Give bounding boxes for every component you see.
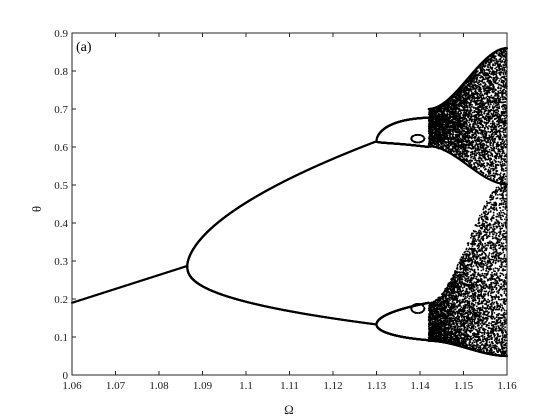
data-points — [70, 47, 509, 358]
data-point — [423, 307, 426, 310]
data-point — [422, 135, 425, 138]
data-point — [417, 133, 420, 136]
data-point — [415, 312, 418, 314]
data-point — [499, 141, 502, 144]
data-point — [482, 268, 485, 271]
data-point — [411, 309, 413, 312]
data-point — [503, 66, 506, 69]
data-point — [503, 68, 506, 71]
data-point — [471, 111, 474, 114]
y-tick-label: 0.4 — [54, 218, 68, 230]
y-tick-label: 0.7 — [54, 104, 68, 116]
y-tick-label: 0.1 — [54, 332, 68, 344]
data-point — [481, 306, 484, 309]
data-point — [497, 329, 500, 332]
data-point — [482, 225, 484, 228]
data-point — [504, 131, 507, 134]
data-point — [483, 246, 485, 249]
data-point — [495, 147, 498, 150]
data-point — [492, 344, 495, 347]
x-tick-label: 1.15 — [454, 380, 474, 392]
data-point — [489, 201, 492, 204]
data-point — [491, 271, 493, 274]
y-tick-label: 0 — [63, 370, 69, 382]
data-point — [419, 303, 422, 306]
data-point — [411, 136, 413, 138]
y-tick-label: 0.9 — [54, 28, 68, 40]
data-point — [490, 94, 493, 97]
data-point — [415, 141, 418, 144]
data-point — [411, 139, 413, 142]
data-point — [499, 89, 502, 92]
y-tick-label: 0.3 — [54, 256, 68, 268]
data-point — [504, 244, 507, 247]
y-tick-label: 0.6 — [54, 142, 68, 154]
data-point — [419, 134, 422, 137]
data-point — [497, 292, 500, 295]
data-point — [483, 272, 486, 275]
data-point — [472, 88, 474, 91]
data-point — [417, 312, 419, 314]
y-tick-label: 0.5 — [54, 180, 68, 192]
data-point — [476, 120, 479, 123]
data-point — [495, 326, 498, 328]
data-point — [414, 134, 416, 137]
data-point — [500, 110, 503, 113]
data-point — [414, 303, 416, 306]
data-point — [422, 309, 425, 312]
data-point — [502, 64, 505, 66]
data-point — [495, 70, 498, 73]
x-tick-label: 1.12 — [323, 380, 342, 392]
data-point — [483, 260, 486, 263]
data-point — [498, 206, 501, 209]
x-tick-label: 1.13 — [367, 380, 387, 392]
data-point — [456, 264, 459, 267]
data-point — [482, 166, 485, 169]
axis-ticks: 1.06 1.07 1.08 1.09 1.1 1.11 1.12 1.13 1.14 1.15 1… — [54, 28, 517, 392]
data-point — [478, 214, 481, 217]
data-point — [470, 236, 472, 239]
data-point — [502, 251, 505, 254]
data-point — [479, 83, 482, 85]
data-point — [411, 305, 413, 308]
data-point — [418, 311, 421, 314]
x-tick-label: 1.08 — [149, 380, 169, 392]
data-point — [496, 69, 499, 72]
data-point — [422, 305, 425, 308]
data-point — [417, 141, 419, 144]
x-tick-label: 1.16 — [497, 380, 517, 392]
x-tick-label: 1.1 — [239, 380, 253, 392]
data-point — [480, 213, 483, 216]
y-tick-label: 0.8 — [54, 66, 68, 78]
data-point — [417, 303, 420, 305]
x-tick-label: 1.11 — [280, 380, 299, 392]
x-tick-label: 1.06 — [62, 380, 82, 392]
data-point — [473, 304, 476, 306]
data-point — [418, 141, 421, 144]
x-tick-label: 1.14 — [410, 380, 430, 392]
data-point — [423, 137, 426, 140]
data-point — [472, 340, 475, 342]
data-point — [504, 218, 506, 221]
x-tick-label: 1.07 — [106, 380, 126, 392]
data-point — [486, 218, 489, 221]
x-tick-label: 1.09 — [193, 380, 213, 392]
y-tick-label: 0.2 — [54, 294, 68, 306]
data-point — [499, 209, 502, 212]
